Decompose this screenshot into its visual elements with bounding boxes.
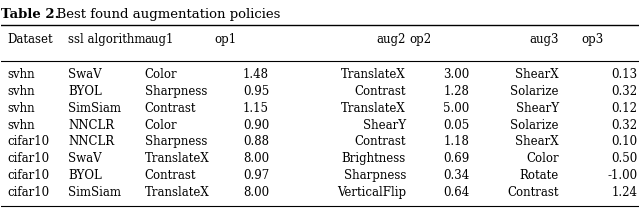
Text: 0.50: 0.50 xyxy=(611,152,637,165)
Text: svhn: svhn xyxy=(8,68,35,81)
Text: VerticalFlip: VerticalFlip xyxy=(337,186,406,198)
Text: 1.15: 1.15 xyxy=(243,102,269,115)
Text: op2: op2 xyxy=(409,33,431,46)
Text: 0.13: 0.13 xyxy=(611,68,637,81)
Text: 0.64: 0.64 xyxy=(444,186,470,198)
Text: 0.97: 0.97 xyxy=(243,169,269,182)
Text: 1.48: 1.48 xyxy=(243,68,269,81)
Text: TranslateX: TranslateX xyxy=(145,186,209,198)
Text: -1.00: -1.00 xyxy=(607,169,637,182)
Text: op1: op1 xyxy=(215,33,237,46)
Text: ShearX: ShearX xyxy=(515,68,559,81)
Text: 0.90: 0.90 xyxy=(243,119,269,132)
Text: Dataset: Dataset xyxy=(8,33,53,46)
Text: 0.10: 0.10 xyxy=(611,135,637,148)
Text: Rotate: Rotate xyxy=(520,169,559,182)
Text: Contrast: Contrast xyxy=(355,85,406,98)
Text: ShearX: ShearX xyxy=(515,135,559,148)
Text: cifar10: cifar10 xyxy=(8,186,50,198)
Text: Table 2.: Table 2. xyxy=(1,8,60,21)
Text: 0.32: 0.32 xyxy=(611,85,637,98)
Text: Contrast: Contrast xyxy=(145,169,196,182)
Text: Best found augmentation policies: Best found augmentation policies xyxy=(48,8,280,21)
Text: svhn: svhn xyxy=(8,102,35,115)
Text: Color: Color xyxy=(526,152,559,165)
Text: 3.00: 3.00 xyxy=(444,68,470,81)
Text: NNCLR: NNCLR xyxy=(68,119,115,132)
Text: TranslateX: TranslateX xyxy=(145,152,209,165)
Text: Contrast: Contrast xyxy=(355,135,406,148)
Text: Sharpness: Sharpness xyxy=(145,85,207,98)
Text: aug2: aug2 xyxy=(377,33,406,46)
Text: 1.28: 1.28 xyxy=(444,85,470,98)
Text: Brightness: Brightness xyxy=(342,152,406,165)
Text: BYOL: BYOL xyxy=(68,85,102,98)
Text: aug1: aug1 xyxy=(145,33,174,46)
Text: aug3: aug3 xyxy=(529,33,559,46)
Text: ShearY: ShearY xyxy=(363,119,406,132)
Text: ssl algorithm: ssl algorithm xyxy=(68,33,146,46)
Text: 0.05: 0.05 xyxy=(444,119,470,132)
Text: 0.32: 0.32 xyxy=(611,119,637,132)
Text: svhn: svhn xyxy=(8,85,35,98)
Text: Sharpness: Sharpness xyxy=(344,169,406,182)
Text: 5.00: 5.00 xyxy=(444,102,470,115)
Text: cifar10: cifar10 xyxy=(8,169,50,182)
Text: SimSiam: SimSiam xyxy=(68,186,122,198)
Text: SwaV: SwaV xyxy=(68,68,102,81)
Text: Sharpness: Sharpness xyxy=(145,135,207,148)
Text: cifar10: cifar10 xyxy=(8,135,50,148)
Text: TranslateX: TranslateX xyxy=(341,68,406,81)
Text: cifar10: cifar10 xyxy=(8,152,50,165)
Text: 0.95: 0.95 xyxy=(243,85,269,98)
Text: Contrast: Contrast xyxy=(145,102,196,115)
Text: Contrast: Contrast xyxy=(508,186,559,198)
Text: Color: Color xyxy=(145,68,177,81)
Text: 8.00: 8.00 xyxy=(243,152,269,165)
Text: 0.88: 0.88 xyxy=(243,135,269,148)
Text: 1.18: 1.18 xyxy=(444,135,470,148)
Text: ShearY: ShearY xyxy=(516,102,559,115)
Text: 0.69: 0.69 xyxy=(444,152,470,165)
Text: 1.24: 1.24 xyxy=(611,186,637,198)
Text: 0.34: 0.34 xyxy=(444,169,470,182)
Text: Solarize: Solarize xyxy=(511,85,559,98)
Text: op3: op3 xyxy=(581,33,604,46)
Text: 0.12: 0.12 xyxy=(611,102,637,115)
Text: TranslateX: TranslateX xyxy=(341,102,406,115)
Text: NNCLR: NNCLR xyxy=(68,135,115,148)
Text: Solarize: Solarize xyxy=(511,119,559,132)
Text: svhn: svhn xyxy=(8,119,35,132)
Text: SimSiam: SimSiam xyxy=(68,102,122,115)
Text: 8.00: 8.00 xyxy=(243,186,269,198)
Text: BYOL: BYOL xyxy=(68,169,102,182)
Text: Color: Color xyxy=(145,119,177,132)
Text: SwaV: SwaV xyxy=(68,152,102,165)
